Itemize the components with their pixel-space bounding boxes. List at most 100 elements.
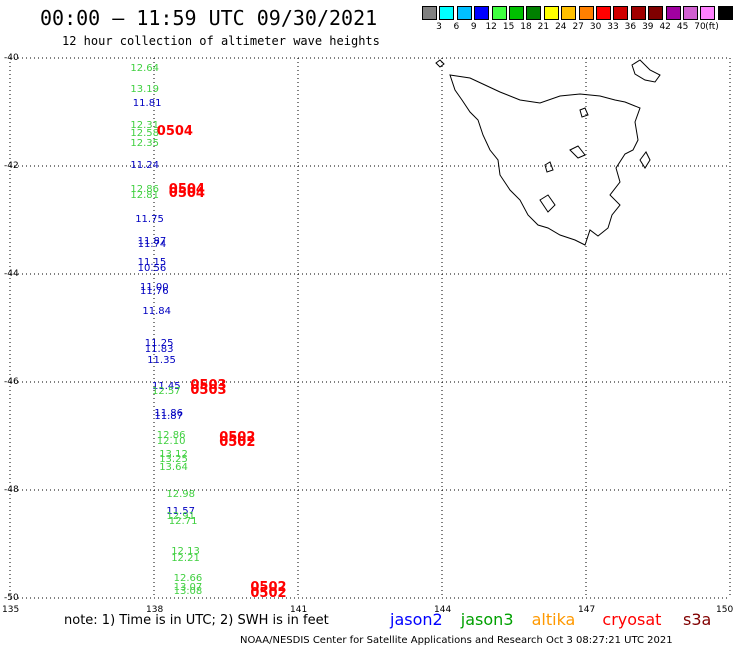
wave-height-value: 13.19	[130, 84, 160, 96]
longitude-label: 141	[290, 605, 308, 615]
colorbar-label: 6	[453, 22, 460, 32]
tasmania-outline	[449, 74, 641, 246]
wave-height-value: 12.35	[130, 138, 160, 150]
bruny-island	[569, 145, 586, 159]
latitude-label: -40	[4, 53, 19, 63]
longitude-label: 147	[578, 605, 596, 615]
colorbar-swatch	[630, 6, 646, 20]
wave-height-value: 11.25	[144, 338, 174, 350]
longitude-label: 135	[2, 605, 20, 615]
wave-height-value: 11.35	[147, 355, 176, 367]
longitude-label: 144	[434, 605, 452, 615]
pass-time-label: 0502	[250, 585, 287, 601]
wave-height-value: 11.15	[137, 257, 167, 269]
pass-time-label: 0502	[219, 430, 256, 446]
wave-height-value: 11.74	[137, 239, 167, 251]
wave-height-value: 11.84	[142, 305, 172, 317]
wave-height-value: 13.07	[173, 582, 203, 594]
wave-height-value: 12.98	[166, 489, 196, 501]
colorbar-label: 27	[572, 22, 584, 32]
wave-height-value: 12.64	[130, 62, 160, 74]
legend-s3a: s3a	[683, 610, 712, 629]
colorbar-swatch	[613, 6, 629, 20]
colorbar-label: 21	[537, 22, 550, 32]
wave-height-value: 12.66	[173, 573, 203, 585]
colorbar-swatch	[578, 6, 594, 20]
colorbar-swatch	[491, 6, 507, 20]
wave-height-value: 13.08	[173, 585, 203, 597]
latitude-label: -44	[4, 269, 19, 279]
colorbar-label: 18	[520, 22, 532, 32]
graticule	[9, 57, 731, 599]
tasmania-coastline	[435, 59, 661, 246]
lake-outline-2	[544, 161, 554, 173]
lake-outline-3	[579, 107, 589, 118]
wave-height-value: 12.21	[171, 552, 200, 564]
wave-height-value: 11.86	[154, 408, 184, 420]
colorbar-swatch	[717, 6, 733, 20]
legend-jason3: jason3	[460, 610, 514, 629]
colorbar-swatch	[665, 6, 681, 20]
colorbar-swatch	[509, 6, 524, 20]
pass-time-label: 0504	[156, 123, 193, 139]
colorbar-label: 33	[607, 22, 619, 32]
wave-height-value: 11.81	[132, 97, 162, 109]
pass-time-label: 0502	[250, 580, 287, 596]
wave-height-value: 10.56	[137, 262, 167, 274]
colorbar-label: 42	[659, 22, 671, 32]
footer-note: note: 1) Time is in UTC; 2) SWH is in fe…	[64, 613, 329, 628]
colorbar-swatch	[648, 6, 664, 20]
king-island	[435, 59, 445, 68]
colorbar-label: 45	[676, 22, 689, 32]
wave-height-value: 12.57	[152, 385, 181, 397]
colorbar-label: 70	[694, 22, 706, 32]
flinders-island	[631, 59, 661, 83]
latitude-label: -46	[4, 377, 19, 387]
colorbar-swatch	[543, 6, 559, 20]
latitude-label: -48	[4, 485, 19, 495]
wave-height-value: 12.31	[130, 119, 160, 131]
colorbar-label: 15	[502, 22, 515, 32]
pass-time-label: 0502	[219, 435, 256, 451]
wave-height-value: 12.91	[166, 511, 196, 522]
colorbar-swatch	[683, 6, 698, 20]
latitude-label: -42	[4, 161, 19, 171]
legend-jason2: jason2	[390, 610, 443, 629]
colorbar-swatch	[474, 6, 490, 20]
colorbar-swatch	[439, 6, 455, 20]
wave-height-value: 12.10	[156, 436, 186, 448]
colorbar-label: 30	[589, 22, 602, 32]
wave-height-value: 13.12	[159, 448, 188, 460]
legend-cryosat: cryosat	[602, 610, 662, 629]
map-subtitle: 12 hour collection of altimeter wave hei…	[62, 34, 380, 48]
colorbar-swatch	[596, 6, 611, 20]
colorbar-label: 12	[485, 22, 497, 32]
longitude-label: 138	[146, 605, 164, 615]
wave-height-value: 11.57	[166, 505, 196, 517]
colorbar-swatch	[422, 6, 437, 20]
latitude-label: -50	[4, 593, 19, 603]
pass-time-label: 0504	[168, 181, 205, 197]
wave-height-value: 13.25	[159, 454, 188, 466]
wave-height-value: 11.87	[137, 235, 167, 247]
wave-height-value: 11.75	[135, 214, 164, 225]
colorbar-swatch	[526, 6, 542, 20]
colorbar-swatch	[561, 6, 577, 20]
colorbar-label: 39	[642, 22, 654, 32]
colorbar-label: 24	[555, 22, 567, 32]
lake-outline-1	[539, 194, 556, 213]
longitude-label: 150	[716, 605, 734, 615]
pass-time-label: 0504	[168, 186, 205, 201]
wave-height-value: 11.00	[140, 281, 169, 293]
wave-height-value: 11.45	[152, 381, 181, 393]
legend-altika: altika	[531, 610, 576, 629]
map-title: 00:00 – 11:59 UTC 09/30/2021	[40, 6, 378, 30]
wave-height-value: 11.76	[140, 285, 169, 297]
pass-time-label: 0503	[190, 383, 227, 399]
wave-height-value: 11.87	[154, 411, 184, 423]
colorbar-label: 9	[470, 22, 477, 32]
wave-height-value: 12.58	[130, 127, 160, 139]
colorbar-unit: (ft)	[705, 22, 719, 32]
colorbar-swatch	[456, 6, 472, 20]
